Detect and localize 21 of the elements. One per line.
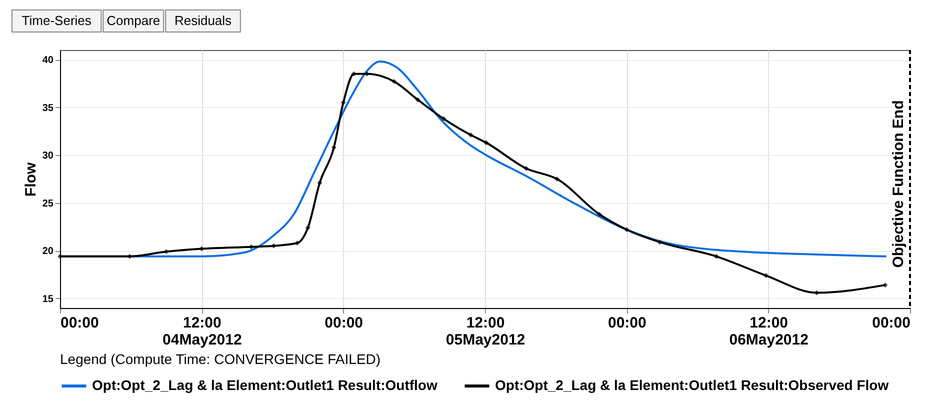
y-tick-label: 15 bbox=[42, 294, 54, 305]
y-tick-label: 40 bbox=[42, 55, 54, 66]
y-tick-label: 30 bbox=[42, 150, 54, 162]
legend-label: Opt:Opt_2_Lag & la Element:Outlet1 Result:Observed Flow bbox=[495, 377, 889, 393]
legend-title: Legend (Compute Time: CONVERGENCE FAILED) bbox=[60, 351, 381, 367]
x-tick-label: 00:00 bbox=[872, 314, 910, 332]
y-tick-label: 25 bbox=[42, 198, 54, 210]
text: Time-Series bbox=[22, 13, 92, 28]
y-tick-label: 35 bbox=[42, 102, 54, 114]
x-tick-label: 00:00 bbox=[608, 314, 646, 332]
text: Compare bbox=[106, 13, 160, 28]
y-axis-title: Flow bbox=[22, 162, 40, 197]
ref-line-label: Objective Function End bbox=[890, 100, 907, 268]
text: Residuals bbox=[174, 13, 232, 28]
x-tick-label: 00:00 bbox=[60, 314, 99, 332]
x-tick-label: 00:00 bbox=[324, 314, 364, 332]
y-tick-label: 20 bbox=[42, 246, 54, 258]
x-tick-label: 12:00 05May2012 bbox=[446, 314, 526, 348]
legend-label: Opt:Opt_2_Lag & la Element:Outlet1 Result:Outflow bbox=[92, 377, 438, 393]
x-tick-label: 12:00 06May2012 bbox=[729, 314, 808, 348]
x-tick-label: 12:00 04May2012 bbox=[162, 314, 242, 348]
